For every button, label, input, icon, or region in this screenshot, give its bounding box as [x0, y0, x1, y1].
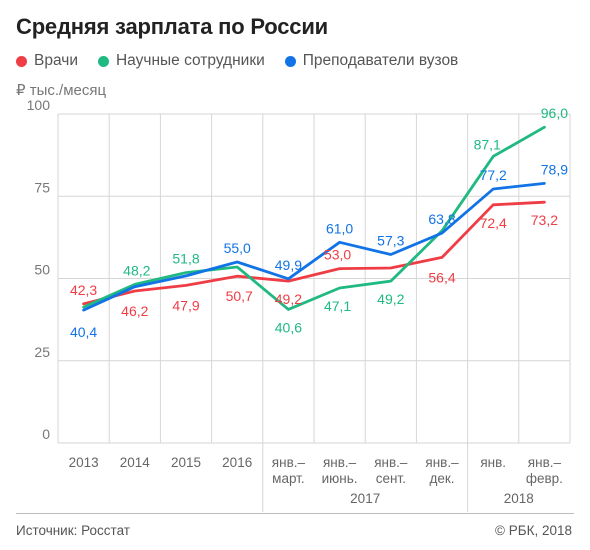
- data-label: 55,0: [224, 240, 251, 256]
- x-tick-label: дек.: [429, 471, 454, 486]
- x-tick-label: янв.–: [528, 455, 562, 470]
- x-group-label: 2017: [350, 491, 380, 506]
- data-label: 77,2: [480, 167, 507, 183]
- legend-item-doctors: Врачи: [16, 52, 78, 70]
- data-label: 50,7: [226, 288, 253, 304]
- data-label: 40,6: [275, 319, 302, 335]
- x-tick-label: 2014: [120, 455, 151, 470]
- data-label: 87,1: [474, 136, 501, 152]
- data-label: 72,4: [480, 215, 507, 231]
- data-label: 57,3: [377, 232, 404, 248]
- y-tick-label: 25: [34, 344, 50, 360]
- x-tick-label: 2013: [69, 455, 99, 470]
- data-label: 51,8: [172, 251, 199, 267]
- chart-title: Средняя зарплата по России: [16, 14, 328, 39]
- x-tick-label: февр.: [526, 471, 563, 486]
- footer-divider: [16, 513, 574, 514]
- series-line: [82, 125, 546, 311]
- x-tick-label: июнь.: [322, 471, 358, 486]
- y-tick-label: 0: [42, 426, 50, 442]
- data-label: 49,2: [377, 291, 404, 307]
- data-label: 40,4: [70, 324, 97, 340]
- source-note: Источник: Росстат: [16, 523, 130, 538]
- data-label: 46,2: [121, 303, 148, 319]
- y-axis-unit-label: ₽ тыс./месяц: [16, 82, 107, 99]
- data-label: 48,2: [123, 262, 150, 278]
- x-group-label: 2018: [504, 491, 534, 506]
- legend: Врачи Научные сотрудники Преподаватели в…: [16, 52, 458, 70]
- data-label: 47,1: [324, 298, 351, 314]
- legend-label-doctors: Врачи: [34, 52, 78, 69]
- data-label: 61,0: [326, 220, 353, 236]
- data-label: 56,4: [428, 269, 455, 285]
- series-line: [82, 182, 546, 312]
- legend-label-scientists: Научные сотрудники: [115, 52, 265, 69]
- data-label: 49,2: [275, 291, 302, 307]
- x-tick-label: янв.–: [272, 455, 306, 470]
- data-label: 96,0: [541, 105, 568, 121]
- y-tick-label: 50: [34, 262, 50, 278]
- y-tick-label: 75: [34, 179, 50, 195]
- legend-label-teachers: Преподаватели вузов: [302, 52, 459, 69]
- data-label: 49,9: [275, 257, 302, 273]
- legend-swatch-doctors: [16, 55, 27, 67]
- legend-item-teachers: Преподаватели вузов: [284, 52, 459, 70]
- x-tick-label: янв.: [480, 455, 506, 470]
- data-label: 73,2: [531, 212, 558, 228]
- data-label: 78,9: [541, 161, 568, 177]
- legend-swatch-teachers: [284, 55, 296, 67]
- series-line: [82, 200, 546, 306]
- legend-swatch-scientists: [97, 55, 109, 67]
- data-label: 42,3: [70, 282, 97, 298]
- x-tick-label: 2016: [222, 455, 252, 470]
- x-tick-label: сент.: [376, 471, 406, 486]
- legend-item-scientists: Научные сотрудники: [97, 52, 265, 70]
- x-tick-label: янв.–: [425, 455, 459, 470]
- x-tick-label: 2015: [171, 455, 201, 470]
- copyright: © РБК, 2018: [495, 523, 572, 538]
- y-tick-label: 100: [27, 97, 51, 113]
- data-label: 47,9: [172, 297, 199, 313]
- x-tick-label: март.: [272, 471, 304, 486]
- x-tick-label: янв.–: [374, 455, 408, 470]
- data-label: 53,0: [324, 247, 351, 263]
- x-tick-label: янв.–: [323, 455, 357, 470]
- data-label: 63,8: [428, 211, 455, 227]
